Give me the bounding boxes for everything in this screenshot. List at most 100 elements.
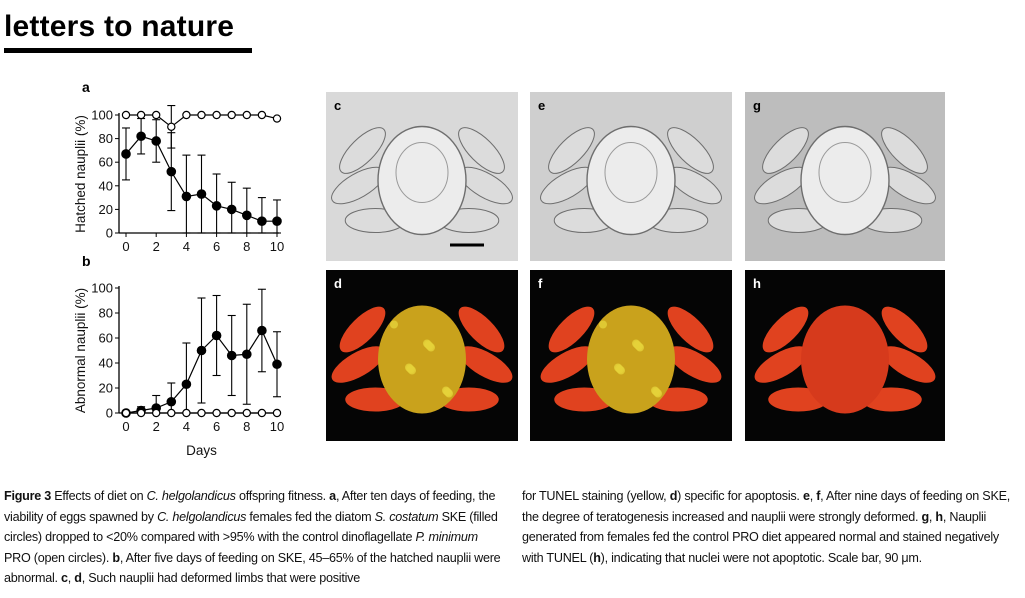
- nauplius-limb: [458, 127, 505, 174]
- panel-label-f: f: [538, 276, 543, 291]
- apoptotic-nucleus: [599, 320, 607, 329]
- apoptotic-nucleus: [405, 363, 413, 372]
- header-rule: [4, 48, 252, 53]
- panel-label-a: a: [82, 79, 90, 95]
- x-tick-label: 0: [122, 419, 129, 434]
- series-filled-point: [242, 349, 252, 360]
- series-open-point: [257, 408, 267, 418]
- series-open-point: [257, 110, 267, 120]
- panel-label-h: h: [753, 276, 761, 291]
- panel-label-c: c: [334, 98, 342, 113]
- panel-label-b: b: [82, 253, 91, 269]
- series-filled-point: [181, 379, 192, 390]
- series-open-point: [151, 408, 161, 418]
- nauplius-limb: [668, 346, 722, 383]
- nauplius-limb: [881, 306, 928, 353]
- nauplius-gut: [604, 142, 658, 203]
- series-filled-point: [211, 201, 222, 211]
- series-filled-point: [272, 216, 282, 226]
- chart-b-abnormal-nauplii: 0 20 40 60 80 100 0 2 4 6 8 10 Abnormal nauplii (%) D…: [73, 281, 284, 459]
- series-open-point: [136, 408, 146, 418]
- nauplius-gut: [395, 142, 449, 203]
- series-open-point: [272, 114, 282, 123]
- nauplius-limb: [459, 346, 513, 383]
- series-open-point: [212, 408, 221, 418]
- series-filled-point: [226, 204, 237, 215]
- journal-header: letters to nature: [4, 10, 235, 43]
- series-open-point: [151, 110, 161, 120]
- series-filled-point: [181, 191, 192, 202]
- series-filled-point: [211, 330, 222, 341]
- series-open-point: [167, 408, 176, 418]
- series-filled-point: [272, 359, 282, 370]
- x-tick-label: 10: [270, 239, 284, 254]
- figure-number: Figure 3: [4, 489, 51, 503]
- series-filled-point: [196, 345, 207, 356]
- nauplius-body: [377, 125, 467, 236]
- y-tick-label: 40: [99, 356, 113, 371]
- series-open-point: [121, 408, 131, 418]
- nauplius-body: [586, 125, 676, 236]
- apoptotic-nucleus: [442, 386, 450, 395]
- micrograph-g: g: [745, 92, 945, 261]
- y-tick-label: 100: [91, 108, 113, 123]
- micrograph-image-c: [326, 92, 518, 261]
- micrograph-image-g: [745, 92, 945, 261]
- x-tick-label: 2: [153, 239, 160, 254]
- series-open-point: [197, 408, 206, 418]
- y-axis-label: Hatched nauplii (%): [73, 115, 88, 233]
- x-tick-label: 4: [183, 419, 190, 434]
- apoptotic-nucleus: [390, 320, 398, 329]
- micrograph-image-h: [745, 270, 945, 441]
- x-tick-label: 4: [183, 239, 190, 254]
- micrograph-c: c: [326, 92, 518, 261]
- series-open-point: [167, 122, 176, 132]
- panel-label-d: d: [334, 276, 342, 291]
- y-tick-label: 80: [99, 306, 113, 321]
- x-tick-label: 8: [243, 419, 250, 434]
- micrograph-h: h: [745, 270, 945, 441]
- nauplius-limb: [667, 127, 714, 174]
- nauplius-body: [800, 125, 890, 236]
- y-tick-label: 20: [99, 202, 113, 217]
- nauplius-gut: [818, 142, 872, 203]
- apoptotic-nucleus: [423, 339, 431, 348]
- x-tick-label: 2: [153, 419, 160, 434]
- series-open-point: [182, 110, 191, 120]
- figure-caption-col1: Figure 3 Effects of diet on C. helgoland…: [4, 489, 501, 585]
- y-tick-label: 0: [106, 226, 113, 241]
- panel-label-g: g: [753, 98, 761, 113]
- nauplius-limb: [548, 306, 595, 353]
- micrograph-image-d: [326, 270, 518, 441]
- figure-caption-col2: for TUNEL staining (yellow, d) specific …: [522, 489, 1010, 565]
- nauplius-limb: [339, 306, 386, 353]
- series-filled-point: [242, 210, 252, 221]
- series-open-point: [136, 110, 146, 120]
- chart-a-hatched-nauplii: 0 20 40 60 80 100 0 2 4 6 8 10 Hatched nauplii (%): [73, 105, 284, 254]
- series-filled-point: [196, 189, 207, 199]
- nauplius-body: [378, 305, 466, 414]
- series-open-point: [182, 408, 191, 418]
- series-open-point: [212, 110, 221, 120]
- series-filled-point: [151, 136, 161, 146]
- apoptotic-nucleus: [614, 363, 622, 372]
- x-tick-label: 10: [270, 419, 284, 434]
- apoptotic-nucleus: [651, 386, 659, 395]
- series-filled-point: [166, 166, 177, 177]
- nauplius-limb: [331, 346, 385, 383]
- y-tick-label: 80: [99, 131, 113, 146]
- series-filled-point: [226, 350, 237, 361]
- series-filled-point: [121, 149, 131, 159]
- y-axis-label: Abnormal nauplii (%): [73, 288, 88, 413]
- nauplius-limb: [667, 306, 714, 353]
- nauplius-limb: [548, 127, 595, 174]
- nauplius-limb: [881, 127, 928, 174]
- y-tick-label: 0: [106, 406, 113, 421]
- micrograph-image-f: [530, 270, 732, 441]
- x-tick-label: 0: [122, 239, 129, 254]
- y-tick-label: 60: [99, 155, 113, 170]
- micrograph-d: d: [326, 270, 518, 441]
- nauplius-limb: [458, 306, 505, 353]
- x-tick-label: 8: [243, 239, 250, 254]
- series-open-point: [121, 110, 131, 120]
